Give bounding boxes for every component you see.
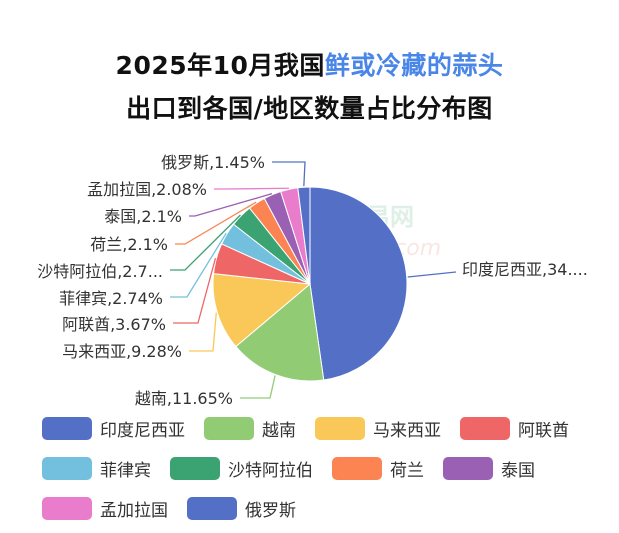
legend-label: 阿联酋 bbox=[518, 420, 569, 441]
legend-swatch bbox=[187, 496, 237, 520]
legend-item-7[interactable]: 泰国 bbox=[443, 456, 535, 481]
legend-label: 印度尼西亚 bbox=[100, 420, 185, 441]
legend-label: 孟加拉国 bbox=[100, 500, 168, 521]
legend-item-9[interactable]: 俄罗斯 bbox=[187, 496, 296, 521]
legend-item-2[interactable]: 马来西亚 bbox=[315, 416, 441, 441]
slice-label-3: 阿联酋,3.67% bbox=[62, 315, 166, 334]
label-line-7 bbox=[189, 193, 273, 217]
legend-label: 泰国 bbox=[501, 460, 535, 481]
label-line-0 bbox=[407, 271, 457, 278]
label-line-1 bbox=[240, 375, 276, 399]
legend-label: 越南 bbox=[262, 420, 296, 441]
legend-swatch bbox=[42, 496, 92, 520]
legend-label: 荷兰 bbox=[390, 460, 424, 481]
pie-slice-9[interactable] bbox=[297, 186, 311, 285]
label-line-8 bbox=[214, 187, 289, 190]
legend-swatch bbox=[443, 456, 493, 480]
legend-label: 马来西亚 bbox=[373, 420, 441, 441]
pie-slice-1[interactable] bbox=[235, 283, 325, 382]
legend-swatch bbox=[332, 456, 382, 480]
pie-slice-0[interactable] bbox=[309, 186, 408, 381]
legend-swatch bbox=[460, 416, 510, 440]
legend-item-1[interactable]: 越南 bbox=[204, 416, 296, 441]
slice-label-1: 越南,11.65% bbox=[135, 389, 233, 408]
legend-swatch bbox=[42, 456, 92, 480]
slice-label-9: 俄罗斯,1.45% bbox=[161, 153, 265, 172]
label-line-2 bbox=[189, 312, 217, 352]
slice-label-4: 菲律宾,2.74% bbox=[59, 289, 163, 308]
slice-label-8: 孟加拉国,2.08% bbox=[87, 180, 207, 199]
slice-label-2: 马来西亚,9.28% bbox=[62, 342, 182, 361]
slice-label-5: 沙特阿拉伯,2.7... bbox=[37, 262, 163, 281]
slice-label-6: 荷兰,2.1% bbox=[90, 235, 168, 254]
legend-swatch bbox=[315, 416, 365, 440]
legend-swatch bbox=[204, 416, 254, 440]
legend-swatch bbox=[42, 416, 92, 440]
slice-label-7: 泰国,2.1% bbox=[104, 207, 182, 226]
legend-swatch bbox=[170, 456, 220, 480]
pie-slice-2[interactable] bbox=[212, 273, 312, 348]
legend: 印度尼西亚 越南 马来西亚 阿联酋菲律宾 沙特阿拉伯 荷兰 泰国孟加拉国 俄罗斯 bbox=[42, 416, 602, 521]
label-line-5 bbox=[170, 214, 241, 271]
chart-title-line2: 出口到各国/地区数量占比分布图 bbox=[126, 94, 493, 123]
legend-item-5[interactable]: 沙特阿拉伯 bbox=[170, 456, 313, 481]
legend-item-4[interactable]: 菲律宾 bbox=[42, 456, 151, 481]
chart-title-line1: 2025年10月我国鲜或冷藏的蒜头 bbox=[0, 46, 619, 82]
label-line-3 bbox=[173, 258, 217, 324]
legend-item-0[interactable]: 印度尼西亚 bbox=[42, 416, 185, 441]
legend-item-8[interactable]: 孟加拉国 bbox=[42, 496, 168, 521]
slice-label-0: 印度尼西亚,34.... bbox=[462, 260, 588, 279]
legend-label: 沙特阿拉伯 bbox=[228, 460, 313, 481]
legend-label: 菲律宾 bbox=[100, 460, 151, 481]
label-line-4 bbox=[170, 232, 227, 298]
title-part1: 2025年10月我国 bbox=[115, 51, 325, 80]
label-line-6 bbox=[175, 201, 257, 245]
title-highlight: 鲜或冷藏的蒜头 bbox=[324, 51, 504, 80]
label-line-9 bbox=[272, 161, 306, 187]
legend-item-3[interactable]: 阿联酋 bbox=[460, 416, 569, 441]
legend-item-6[interactable]: 荷兰 bbox=[332, 456, 424, 481]
legend-label: 俄罗斯 bbox=[245, 500, 296, 521]
